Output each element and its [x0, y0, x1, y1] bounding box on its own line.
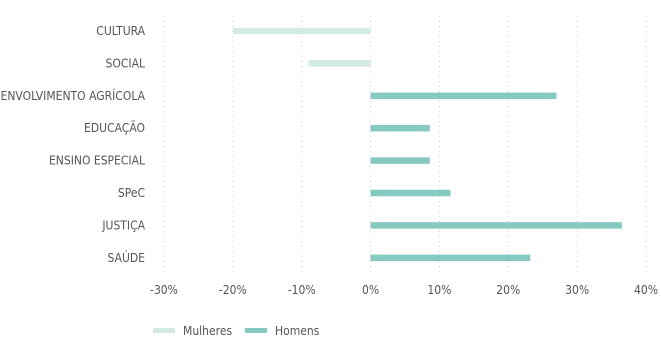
legend-label-mulheres: Mulheres — [183, 324, 232, 338]
category-label: SAÚDE — [108, 250, 146, 265]
bar — [370, 124, 430, 132]
category-label: JUSTIÇA — [101, 218, 145, 232]
category-label: CULTURA — [96, 24, 145, 38]
bar — [370, 222, 622, 229]
x-tick-label: -30% — [150, 283, 178, 297]
bar — [370, 189, 451, 197]
x-tick-label: 0% — [362, 283, 379, 297]
category-label: SOCIAL — [106, 56, 145, 70]
x-tick-label: 30% — [565, 283, 589, 297]
bars — [232, 27, 622, 262]
x-tick-label: 40% — [634, 283, 658, 297]
bar — [308, 60, 371, 67]
x-axis-tick-labels: -30% -20% -10% 0% 10% 20% 30% 40% — [150, 283, 658, 297]
category-label: EDUCAÇÃO — [84, 120, 145, 135]
x-tick-label: 10% — [427, 283, 451, 297]
category-label: ENSINO ESPECIAL — [49, 154, 145, 168]
bar — [370, 92, 557, 100]
bar — [232, 27, 371, 35]
grid-lines — [163, 16, 647, 272]
category-labels: CULTURA SOCIAL DESENVOLVIMENTO AGRÍCOLA EDU… — [0, 24, 146, 265]
x-tick-label: 20% — [496, 283, 520, 297]
bar — [370, 157, 430, 164]
legend-swatch-mulheres — [153, 328, 175, 333]
legend-label-homens: Homens — [275, 324, 320, 338]
bar — [370, 254, 531, 262]
legend-swatch-homens — [245, 328, 267, 333]
category-label: SPeC — [118, 186, 145, 200]
category-label: DESENVOLVIMENTO AGRÍCOLA — [0, 88, 146, 103]
x-tick-label: -10% — [288, 283, 316, 297]
x-tick-label: -20% — [219, 283, 247, 297]
legend: Mulheres Homens — [153, 324, 320, 338]
